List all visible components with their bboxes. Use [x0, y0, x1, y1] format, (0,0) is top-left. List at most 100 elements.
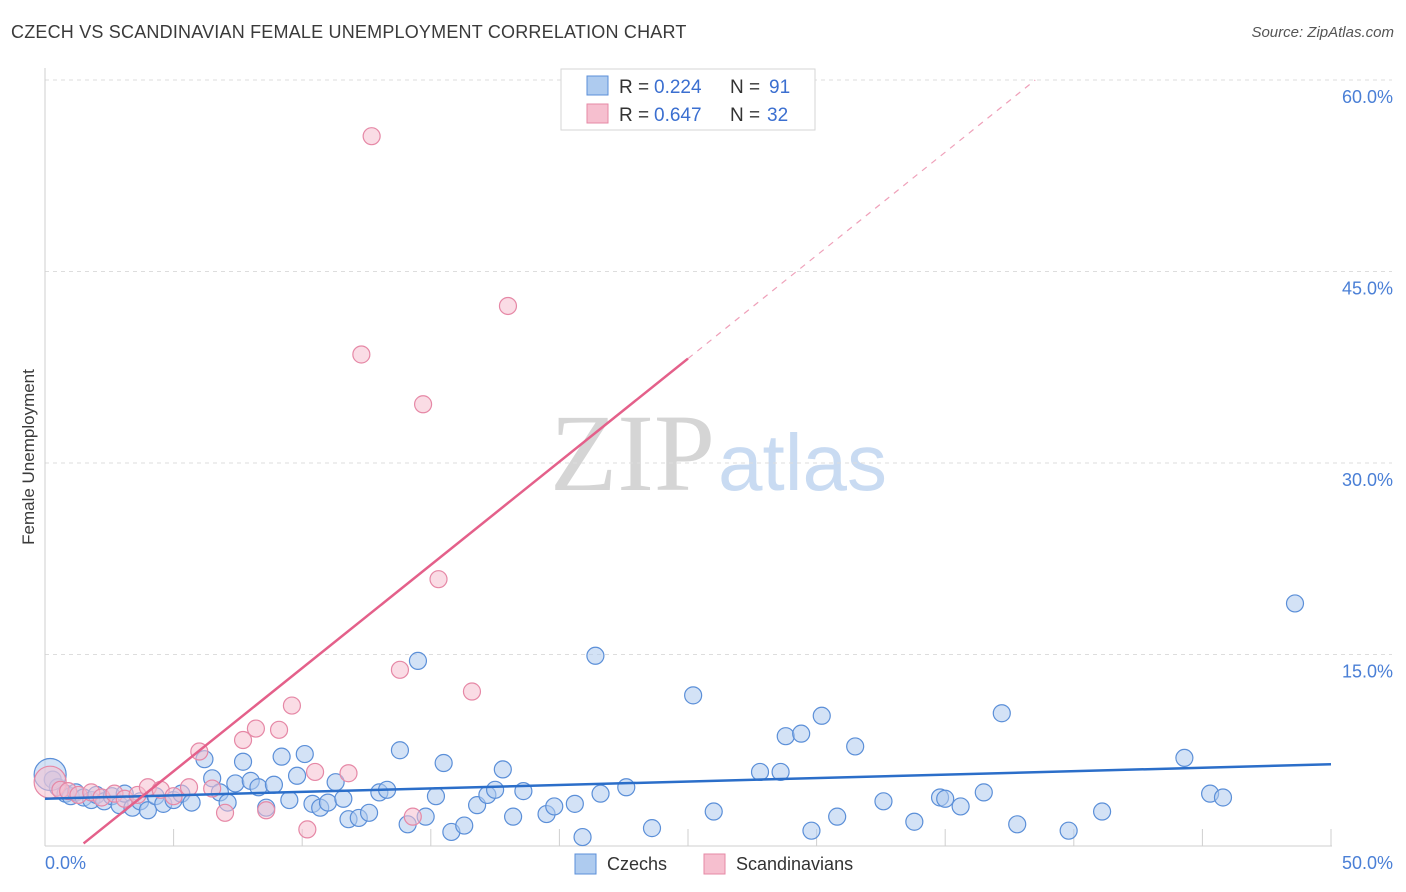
scandinavians-point: [282, 696, 302, 715]
y-tick-label: 15.0%: [1342, 662, 1393, 682]
y-tick-label: 45.0%: [1342, 279, 1393, 299]
scandinavians-point: [269, 720, 289, 739]
czechs-point: [408, 651, 428, 670]
czechs-point: [642, 819, 662, 838]
czechs-point: [1008, 815, 1027, 834]
x-axis-ticks: [44, 829, 1332, 846]
legend-r-value-scandinavians: 0.647: [654, 105, 702, 126]
watermark-zip: ZIP: [550, 392, 715, 514]
scandinavians-point: [390, 660, 410, 679]
scandinavians-point: [305, 762, 325, 782]
scandinavians-point: [403, 807, 422, 826]
scandinavians-swatch: [586, 103, 609, 124]
czechs-point: [802, 821, 821, 840]
czechs-point: [182, 793, 201, 812]
czechs-point: [846, 737, 865, 756]
y-tick-label: 30.0%: [1342, 470, 1393, 490]
czechs-point: [545, 797, 564, 816]
czechs-point: [426, 787, 446, 806]
czechs-point: [750, 762, 770, 782]
scandinavians-point: [298, 820, 317, 839]
czechs-point: [390, 741, 410, 760]
scandinavians-point: [233, 730, 253, 750]
series-legend: Czechs Scandinavians: [574, 853, 853, 875]
x-tick-label-max: 50.0%: [1342, 853, 1393, 873]
czechs-point: [591, 784, 610, 803]
czechs-point: [264, 775, 284, 794]
czechs-point: [1092, 802, 1112, 821]
scandinavians-legend-swatch: [703, 853, 726, 875]
scandinavians-trend-extension: [687, 79, 1036, 360]
y-tick-label: 60.0%: [1342, 87, 1393, 107]
czechs-point: [905, 812, 924, 831]
czechs-point: [493, 760, 512, 779]
legend-n-value-scandinavians: 32: [767, 105, 788, 126]
czechs-point: [1059, 821, 1078, 840]
czechs-point: [704, 802, 723, 821]
czechs-point: [138, 801, 157, 820]
watermark-atlas: atlas: [718, 418, 887, 507]
czechs-point: [334, 789, 353, 808]
watermark: ZIP atlas: [550, 392, 887, 514]
czechs-point: [1285, 594, 1305, 613]
scandinavians-point: [362, 127, 381, 146]
czechs-point: [318, 793, 338, 812]
scandinavians-point: [413, 395, 433, 414]
czechs-point: [771, 762, 790, 782]
czechs-point: [280, 790, 299, 810]
czechs-point: [828, 807, 847, 826]
czechs-point: [434, 753, 453, 773]
czechs-point: [792, 724, 811, 743]
czechs-legend-label: Czechs: [607, 854, 667, 874]
scandinavians-series: [33, 127, 518, 839]
scandinavians-trend-line: [82, 357, 689, 845]
grid: [45, 79, 1392, 655]
czechs-point: [1213, 788, 1233, 807]
legend-r-label: R =: [619, 77, 649, 98]
czechs-swatch: [586, 75, 609, 96]
czechs-point: [617, 778, 636, 797]
czechs-point: [272, 747, 291, 766]
czechs-point: [1175, 748, 1194, 768]
czechs-point: [573, 827, 592, 847]
scandinavians-point: [339, 764, 358, 783]
czechs-point: [936, 789, 955, 808]
czechs-point: [287, 766, 307, 785]
scandinavians-point: [179, 778, 199, 797]
czechs-point: [951, 797, 970, 816]
scandinavians-point: [352, 345, 371, 364]
czechs-point: [684, 686, 703, 705]
legend-r-label: R =: [619, 105, 649, 126]
czechs-point: [486, 780, 505, 799]
scandinavians-point: [498, 296, 518, 316]
czechs-point: [974, 783, 993, 802]
czechs-point: [586, 646, 605, 665]
scandinavians-point: [257, 801, 276, 820]
czechs-point: [776, 727, 795, 746]
legend-n-value-czechs: 91: [769, 77, 790, 98]
czechs-point: [226, 774, 245, 793]
chart-title: CZECH VS SCANDINAVIAN FEMALE UNEMPLOYMEN…: [11, 22, 687, 42]
legend-n-label: N =: [730, 77, 760, 98]
czechs-legend-swatch: [574, 853, 597, 875]
czechs-point: [504, 807, 523, 826]
y-axis-label: Female Unemployment: [19, 369, 38, 545]
scandinavians-legend-label: Scandinavians: [736, 854, 853, 874]
czechs-point: [874, 792, 893, 811]
x-tick-label-min: 0.0%: [45, 853, 86, 873]
scandinavians-point: [203, 779, 222, 798]
legend-n-label: N =: [730, 105, 760, 126]
czechs-point: [295, 744, 314, 764]
scandinavians-point: [429, 570, 448, 589]
scandinavians-point: [246, 719, 266, 738]
trend-lines: [44, 79, 1332, 845]
stats-legend: R = 0.224 N = 91 R = 0.647 N = 32: [560, 68, 816, 131]
y-tick-labels: 15.0% 30.0% 45.0% 60.0%: [1342, 87, 1393, 682]
czechs-point: [359, 803, 379, 822]
czechs-point: [455, 816, 474, 835]
czechs-point: [233, 752, 253, 771]
czechs-trend-line: [44, 763, 1332, 801]
scandinavians-point: [215, 803, 235, 822]
source-label: Source: ZipAtlas.com: [1251, 24, 1394, 41]
